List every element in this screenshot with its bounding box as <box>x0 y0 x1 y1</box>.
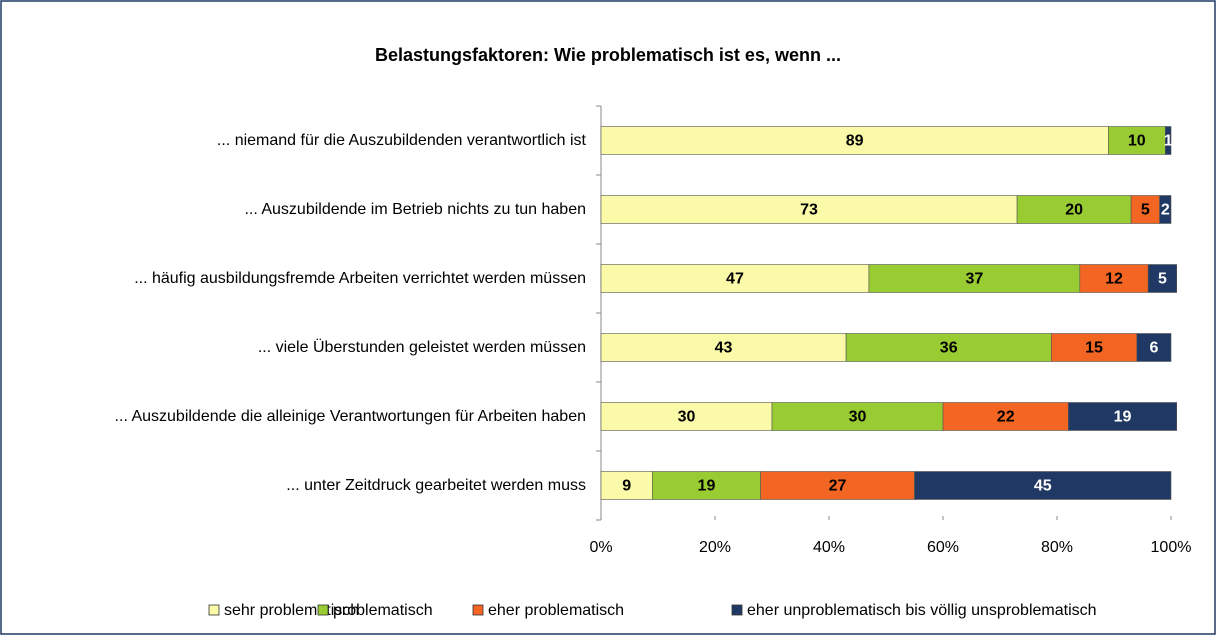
x-tick-label: 20% <box>699 539 731 556</box>
data-label: 22 <box>997 409 1015 426</box>
data-label: 6 <box>1149 340 1158 357</box>
x-tick-label: 100% <box>1151 539 1192 556</box>
data-label: 43 <box>715 340 733 357</box>
bar-segment <box>651 471 761 500</box>
legend-swatch <box>472 604 484 616</box>
data-label: 9 <box>622 478 631 495</box>
data-label: 20 <box>1065 202 1083 219</box>
chart-title: Belastungsfaktoren: Wie problematisch is… <box>375 45 841 65</box>
bar-segment <box>845 333 1052 362</box>
data-label: 73 <box>800 202 818 219</box>
category-label: ... häufig ausbildungsfremde Arbeiten ve… <box>134 269 586 287</box>
data-label: 10 <box>1128 133 1146 150</box>
bar-segment <box>600 402 773 431</box>
legend-swatch <box>208 604 220 616</box>
bar-segment <box>942 402 1069 431</box>
data-label: 1 <box>1164 133 1173 150</box>
bar-segment <box>600 471 653 500</box>
legend-label: eher unproblematisch bis völlig unsprobl… <box>747 602 1097 619</box>
category-label: ... unter Zeitdruck gearbeitet werden mu… <box>286 476 586 494</box>
bar-segment <box>600 333 847 362</box>
x-tick-label: 80% <box>1041 539 1073 556</box>
bar-segment <box>600 195 1018 224</box>
category-label: ... Auszubildende im Betrieb nichts zu t… <box>244 200 586 218</box>
legend-label: problematisch <box>333 602 433 619</box>
data-label: 45 <box>1034 478 1052 495</box>
bar-segment <box>1079 264 1149 293</box>
data-label: 5 <box>1141 202 1150 219</box>
x-tick-label: 40% <box>813 539 845 556</box>
bar-segment <box>1159 195 1172 224</box>
category-label: ... viele Überstunden geleistet werden m… <box>257 338 586 356</box>
bar-segment <box>1051 333 1138 362</box>
bar-segment <box>771 402 944 431</box>
data-label: 19 <box>1114 409 1132 426</box>
bar-segment <box>1068 402 1178 431</box>
data-label: 27 <box>829 478 847 495</box>
data-label: 30 <box>849 409 867 426</box>
bar-segment <box>914 471 1172 500</box>
data-label: 15 <box>1085 340 1103 357</box>
data-label: 12 <box>1105 271 1123 288</box>
data-label: 89 <box>846 133 864 150</box>
legend-label: eher problematisch <box>488 602 624 619</box>
bar-segment <box>600 126 1109 155</box>
data-label: 36 <box>940 340 958 357</box>
category-label: ... niemand für die Auszubildenden veran… <box>216 131 586 149</box>
bar-segment <box>600 264 870 293</box>
x-tick-label: 60% <box>927 539 959 556</box>
bar-segment <box>1165 126 1172 155</box>
data-label: 2 <box>1161 202 1170 219</box>
legend-swatch <box>317 604 329 616</box>
x-tick-label: 0% <box>589 539 612 556</box>
data-label: 5 <box>1158 271 1167 288</box>
category-label: ... Auszubildende die alleinige Verantwo… <box>114 407 586 425</box>
data-label: 19 <box>698 478 716 495</box>
bar-segment <box>1136 333 1172 362</box>
data-label: 37 <box>965 271 983 288</box>
legend-swatch <box>731 604 743 616</box>
data-label: 47 <box>726 271 744 288</box>
data-label: 30 <box>678 409 696 426</box>
bar-segment <box>868 264 1081 293</box>
bar-segment <box>1147 264 1177 293</box>
